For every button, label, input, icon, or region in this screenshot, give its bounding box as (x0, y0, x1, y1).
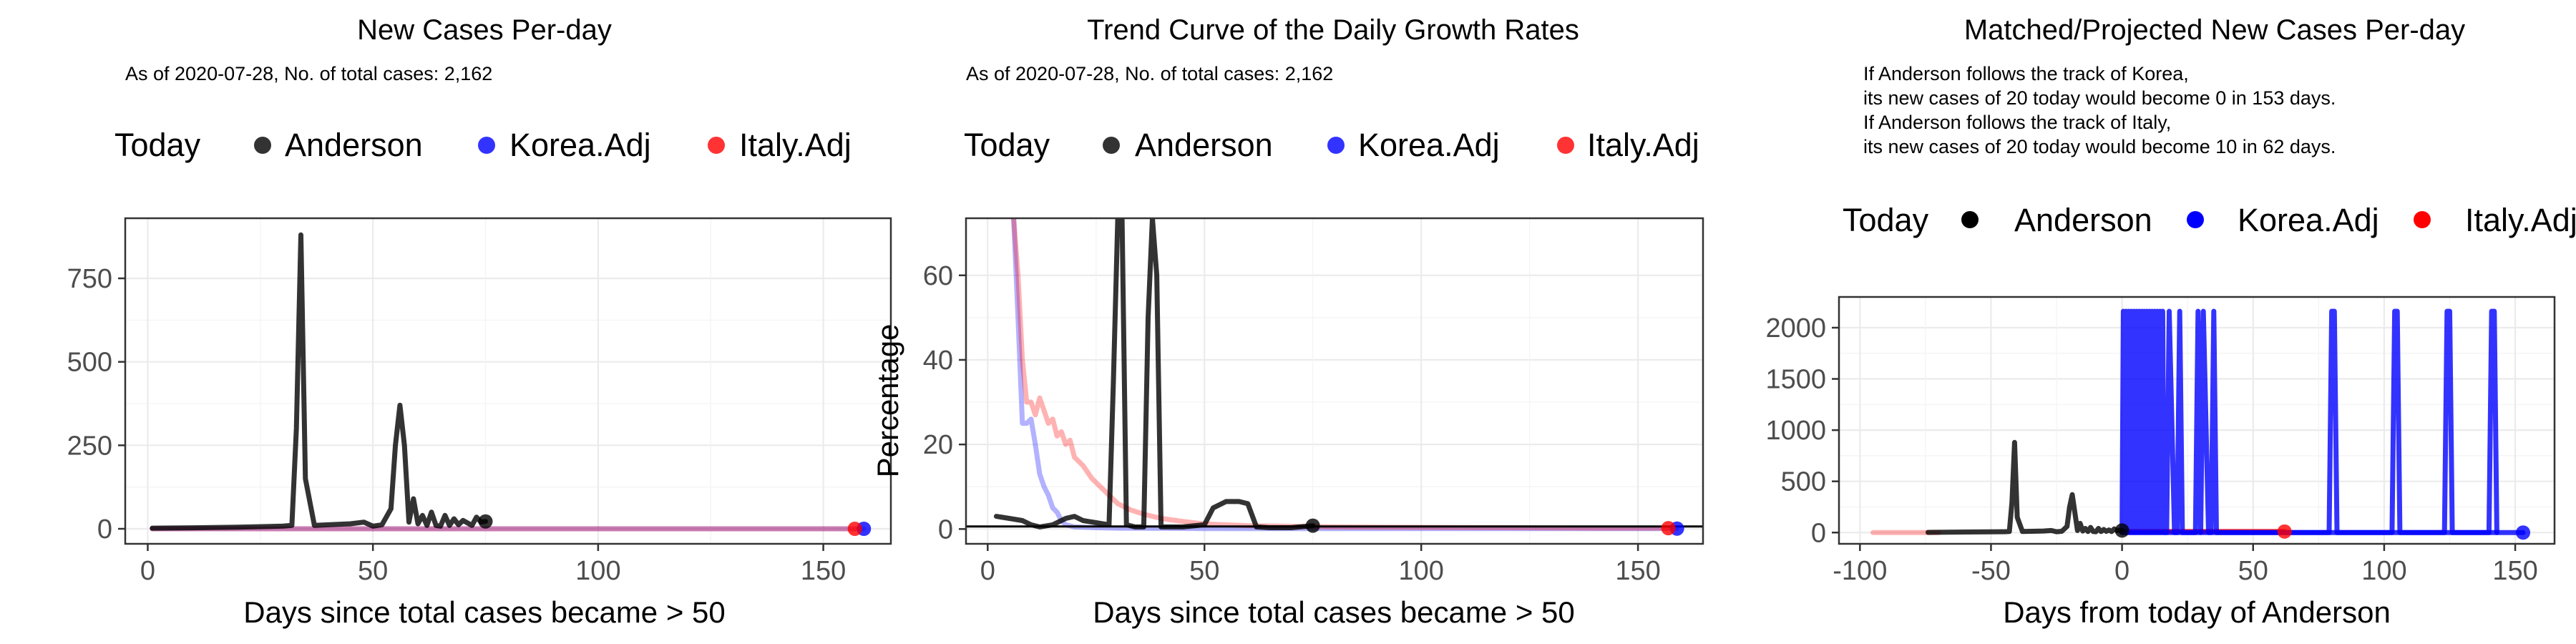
legend-label-korea: Korea.Adj (1358, 127, 1500, 163)
panel-background (966, 218, 1703, 544)
legend: Today Anderson Korea.Adj Italy.Adj (964, 127, 1699, 163)
y-tick-label: 60 (923, 261, 953, 291)
series-line-korea-adj (1011, 218, 1680, 532)
chart-subtitle: If Anderson follows the track of Korea, … (1863, 63, 2336, 157)
y-tick-label: 1500 (1765, 365, 1826, 395)
panel-projected: Matched/Projected New Cases Per-day If A… (1765, 14, 2576, 629)
legend-key-korea (2187, 211, 2204, 228)
chart-subtitle: As of 2020-07-28, No. of total cases: 2,… (125, 63, 492, 84)
legend-label-korea: Korea.Adj (2238, 202, 2379, 238)
y-tick-label: 2000 (1765, 313, 1826, 343)
legend-label-italy: Italy.Adj (1587, 127, 1699, 163)
today-point-anderson (1305, 518, 1320, 533)
x-tick-label: 150 (2492, 556, 2537, 586)
legend: Today Anderson Korea.Adj Italy.Adj (1843, 202, 2576, 238)
legend-key-italy (2414, 211, 2431, 228)
x-axis-label: Days since total cases became > 50 (243, 595, 726, 629)
legend-label-anderson: Anderson (1135, 127, 1273, 163)
x-tick-label: 50 (2238, 556, 2268, 586)
y-tick-label: 40 (923, 346, 953, 376)
x-tick-label: -50 (1971, 556, 2011, 586)
legend-label-italy: Italy.Adj (2465, 202, 2576, 238)
series-line-anderson (1926, 439, 2125, 535)
x-axis-label: Days from today of Anderson (2003, 595, 2391, 629)
subtitle-line: If Anderson follows the track of Korea, (1863, 63, 2189, 84)
legend-title: Today (964, 127, 1050, 163)
chart-title: Trend Curve of the Daily Growth Rates (1087, 14, 1579, 46)
plot-area: 0 50 100 150 0 20 40 60 (923, 217, 1704, 586)
legend-key-anderson (1961, 211, 1979, 228)
series-layer (150, 232, 867, 532)
y-tick-label: 500 (67, 348, 112, 378)
legend-key-anderson (254, 137, 271, 154)
y-tick-label: 750 (67, 264, 112, 294)
subtitle-line: its new cases of 20 today would become 0… (1863, 87, 2336, 109)
today-point-anderson (478, 514, 493, 529)
y-axis-label: Percentage (871, 324, 904, 478)
series-layer (966, 218, 1703, 532)
legend-label-anderson: Anderson (285, 127, 423, 163)
legend-label-italy: Italy.Adj (739, 127, 852, 163)
panel-growth-rates: Trend Curve of the Daily Growth Rates As… (871, 14, 1704, 629)
x-tick-label: 0 (2114, 556, 2129, 586)
x-tick-label: 100 (1398, 556, 1443, 586)
x-tick-label: 150 (801, 556, 846, 586)
y-tick-label: 0 (938, 514, 953, 545)
today-point-italy-adj (847, 522, 862, 536)
today-point-italy-adj (2277, 524, 2292, 539)
x-tick-label: 150 (1615, 556, 1660, 586)
x-tick-label: 100 (575, 556, 620, 586)
x-tick-label: 0 (140, 556, 155, 586)
y-tick-label: 250 (67, 431, 112, 461)
today-point-italy-adj (1661, 521, 1676, 536)
y-tick-label: 20 (923, 430, 953, 460)
x-tick-label: 100 (2361, 556, 2406, 586)
legend-label-anderson: Anderson (2014, 202, 2152, 238)
legend-key-korea (478, 137, 495, 154)
x-tick-label: 50 (358, 556, 388, 586)
series-line-anderson (150, 232, 488, 531)
y-tick-label: 0 (97, 514, 112, 545)
legend-key-korea (1327, 137, 1345, 154)
panel-new-cases: New Cases Per-day As of 2020-07-28, No. … (67, 14, 892, 629)
legend-label-korea: Korea.Adj (509, 127, 651, 163)
y-tick-label: 0 (1811, 518, 1826, 548)
y-tick-label: 500 (1781, 467, 1826, 497)
today-point-korea-adj (2516, 525, 2531, 540)
chart-title: New Cases Per-day (357, 14, 612, 46)
series-layer (1870, 308, 2526, 535)
x-tick-label: -100 (1833, 556, 1887, 586)
x-axis-label: Days since total cases became > 50 (1093, 595, 1575, 629)
chart-subtitle: As of 2020-07-28, No. of total cases: 2,… (966, 63, 1333, 84)
legend-title: Today (114, 127, 201, 163)
x-tick-label: 50 (1189, 556, 1219, 586)
legend: Today Anderson Korea.Adj Italy.Adj (114, 127, 852, 163)
subtitle-line: If Anderson follows the track of Italy, (1863, 112, 2171, 133)
today-point-anderson (2114, 523, 2129, 538)
legend-key-italy (1557, 137, 1574, 154)
legend-key-italy (708, 137, 725, 154)
panel-border (1838, 296, 2556, 545)
panel-border (965, 217, 1704, 545)
y-tick-label: 1000 (1765, 416, 1826, 446)
plot-area: 0 50 100 150 0 250 500 750 (67, 217, 892, 586)
x-tick-label: 0 (980, 556, 995, 586)
legend-key-anderson (1103, 137, 1120, 154)
panel-background (125, 218, 891, 544)
legend-title: Today (1843, 202, 1929, 238)
subtitle-line: its new cases of 20 today would become 1… (1863, 136, 2336, 157)
panel-border (124, 217, 892, 545)
chart-title: Matched/Projected New Cases Per-day (1964, 14, 2465, 46)
series-line-korea-adj (2119, 308, 2499, 535)
